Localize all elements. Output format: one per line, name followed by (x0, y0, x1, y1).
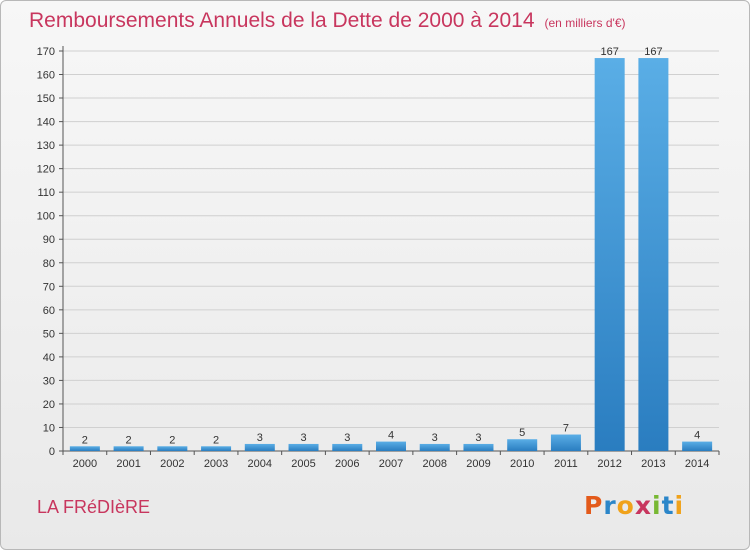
bar-value-label: 167 (644, 46, 662, 58)
x-tick-label: 2010 (510, 458, 534, 470)
x-tick-label: 2011 (554, 458, 578, 470)
bar-value-label: 3 (300, 432, 306, 444)
bar-value-label: 4 (388, 430, 394, 442)
y-tick-label: 130 (37, 140, 55, 152)
x-tick-label: 2012 (597, 458, 621, 470)
proxiti-logo[interactable]: Proxiti (584, 491, 684, 520)
y-tick-label: 170 (37, 46, 55, 58)
bar (69, 446, 100, 451)
commune-name: LA FRéDIèRE (37, 497, 151, 517)
logo-letter: P (584, 491, 604, 520)
bar-value-label: 2 (213, 434, 219, 446)
x-tick-label: 2007 (379, 458, 403, 470)
y-tick-label: 150 (37, 93, 55, 105)
bar (507, 439, 538, 451)
y-tick-label: 30 (43, 375, 55, 387)
y-tick-label: 110 (37, 187, 55, 199)
bar-value-label: 3 (257, 432, 263, 444)
y-tick-label: 0 (49, 446, 55, 458)
x-tick-label: 2013 (641, 458, 665, 470)
chart-title: Remboursements Annuels de la Dette de 20… (29, 9, 626, 33)
logo-letter: o (616, 491, 635, 520)
bar-value-label: 7 (563, 423, 569, 435)
bar-value-label: 3 (475, 432, 481, 444)
bar (376, 441, 406, 451)
logo-letter: t (661, 491, 675, 520)
x-tick-label: 2008 (422, 458, 446, 470)
bar (332, 443, 363, 451)
y-tick-label: 20 (43, 399, 55, 411)
y-tick-label: 90 (43, 234, 55, 246)
bar (463, 443, 494, 451)
y-tick-label: 100 (37, 211, 55, 223)
logo-letter: x (634, 491, 652, 520)
labels: 0 10 20 30 40 50 60 70 80 90 100 110 120 130 140 150 160… (37, 46, 710, 470)
bar (550, 434, 581, 451)
y-tick-label: 80 (43, 258, 55, 270)
y-tick-label: 140 (37, 117, 55, 129)
x-tick-label: 2004 (248, 458, 272, 470)
x-tick-label: 2003 (204, 458, 228, 470)
bar (244, 443, 275, 451)
title-text: Remboursements Annuels de la Dette de 20… (29, 9, 535, 32)
x-tick-label: 2009 (466, 458, 490, 470)
bar (113, 446, 144, 451)
bar (638, 58, 669, 451)
y-tick-label: 120 (37, 164, 55, 176)
bar-value-label: 2 (126, 434, 132, 446)
bars (69, 58, 713, 451)
bar (594, 58, 625, 451)
bar-value-label: 167 (600, 46, 618, 58)
x-tick-label: 2014 (685, 458, 709, 470)
y-tick-label: 160 (37, 70, 55, 82)
bar (201, 446, 232, 451)
x-tick-label: 2005 (291, 458, 315, 470)
bar-value-label: 3 (432, 432, 438, 444)
bar-value-label: 2 (82, 434, 88, 446)
y-tick-label: 70 (43, 281, 55, 293)
x-tick-label: 2006 (335, 458, 359, 470)
y-tick-label: 60 (43, 305, 55, 317)
logo-letter: i (674, 491, 685, 520)
bar-value-label: 3 (344, 432, 350, 444)
bar-value-label: 5 (519, 427, 525, 439)
bar (682, 441, 713, 451)
bar-value-label: 2 (169, 434, 175, 446)
logo-letter: r (603, 491, 617, 520)
bar-value-label: 4 (694, 430, 700, 442)
y-tick-label: 40 (43, 352, 55, 364)
y-tick-label: 10 (43, 422, 55, 434)
x-tick-label: 2000 (73, 458, 97, 470)
bar (288, 443, 319, 451)
x-tick-label: 2001 (116, 458, 140, 470)
bar (419, 443, 450, 451)
logo-letter: i (652, 491, 662, 520)
x-tick-label: 2002 (160, 458, 184, 470)
y-tick-label: 50 (43, 328, 55, 340)
chart-subtitle: (en milliers d'€) (544, 16, 626, 30)
bar (157, 446, 188, 451)
